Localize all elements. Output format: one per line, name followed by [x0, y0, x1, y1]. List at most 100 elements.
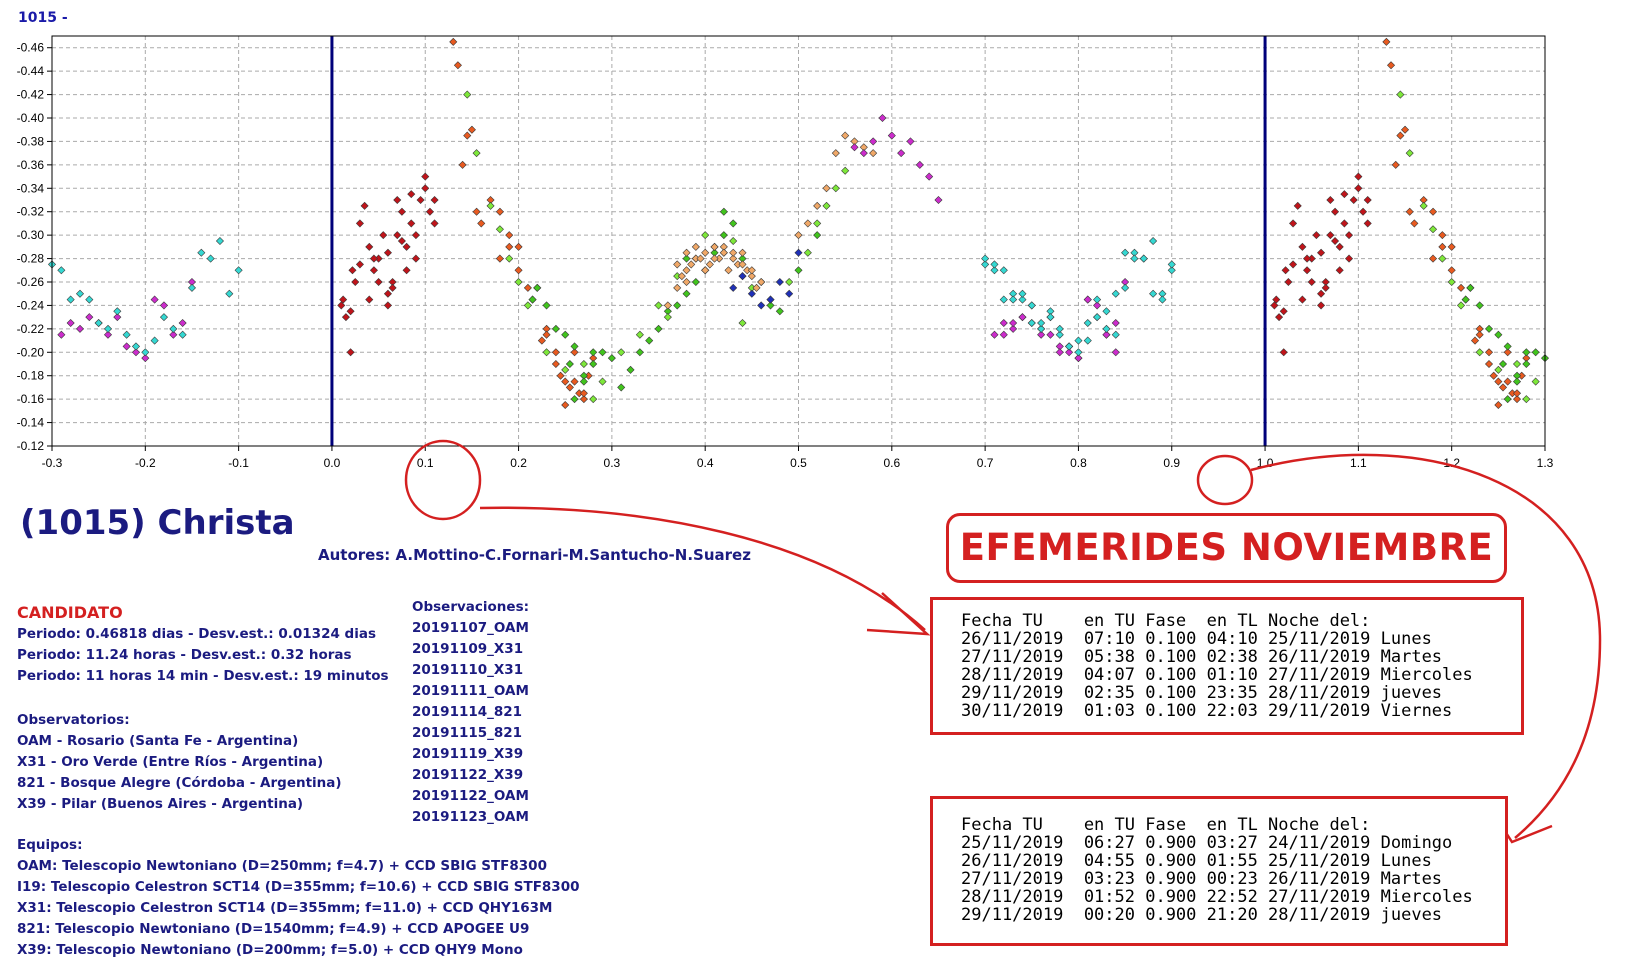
- data-point: [691, 242, 700, 251]
- data-point: [75, 289, 85, 298]
- data-point: [411, 231, 420, 240]
- data-point: [1447, 266, 1456, 275]
- data-point: [813, 201, 822, 210]
- observation-line: 20191123_OAM: [412, 809, 529, 825]
- data-point: [565, 359, 574, 369]
- data-point: [841, 131, 850, 140]
- data-point: [1046, 330, 1055, 339]
- data-point: [407, 190, 416, 199]
- data-point: [383, 248, 392, 257]
- data-point: [579, 395, 588, 404]
- data-point: [738, 260, 747, 269]
- data-point: [565, 383, 574, 392]
- x-tick-label: 0.5: [790, 456, 807, 470]
- data-point: [1055, 324, 1064, 333]
- data-point: [822, 184, 831, 193]
- data-point: [66, 318, 75, 328]
- data-point: [705, 260, 714, 269]
- data-point: [1149, 236, 1158, 246]
- data-point: [1037, 324, 1046, 333]
- arrow-to-ephemeris-1: [479, 506, 926, 631]
- observation-line: 20191110_X31: [412, 662, 524, 678]
- data-point: [1396, 90, 1405, 99]
- data-point: [1027, 301, 1036, 310]
- data-point: [159, 313, 168, 322]
- data-point: [348, 266, 357, 275]
- y-tick-label: -0.34: [17, 181, 45, 195]
- data-point: [859, 149, 868, 158]
- data-point: [813, 231, 822, 240]
- data-point: [645, 336, 654, 345]
- data-point: [397, 236, 406, 246]
- data-point: [523, 301, 532, 310]
- data-point: [1121, 283, 1130, 292]
- data-point: [505, 242, 514, 251]
- data-point: [1522, 359, 1531, 369]
- data-point: [1531, 377, 1540, 386]
- data-point: [416, 195, 425, 205]
- data-point: [421, 172, 430, 181]
- data-point: [1447, 277, 1456, 287]
- data-point: [999, 330, 1008, 339]
- data-point: [869, 149, 878, 158]
- data-point: [1354, 172, 1363, 181]
- data-point: [682, 254, 691, 263]
- data-point: [934, 195, 943, 205]
- data-point: [393, 195, 402, 205]
- data-point: [1158, 295, 1167, 304]
- data-point: [1102, 324, 1111, 333]
- data-point: [85, 295, 94, 304]
- data-point: [1429, 207, 1438, 216]
- period-line: Periodo: 11 horas 14 min - Desv.est.: 19…: [17, 668, 389, 684]
- data-point: [374, 277, 383, 287]
- data-point: [1475, 348, 1484, 357]
- x-tick-label: 0.1: [417, 456, 434, 470]
- data-point: [1298, 295, 1307, 304]
- data-point: [430, 195, 439, 205]
- data-point: [1281, 266, 1290, 275]
- data-point: [1503, 342, 1512, 351]
- asteroid-title: (1015) Christa: [20, 503, 295, 543]
- data-point: [831, 149, 840, 158]
- period-line: Periodo: 0.46818 dias - Desv.est.: 0.013…: [17, 626, 376, 642]
- data-point: [1498, 383, 1508, 392]
- data-point: [1382, 37, 1391, 46]
- data-point: [131, 348, 141, 357]
- observations-heading: Observaciones:: [412, 599, 530, 615]
- data-point: [1363, 195, 1372, 205]
- data-point: [393, 231, 402, 240]
- ephemeris-row: 28/11/2019 04:07 0.100 01:10 27/11/2019 …: [961, 665, 1473, 685]
- data-point: [999, 266, 1008, 275]
- data-point: [467, 125, 476, 134]
- ephemeris-row: 26/11/2019 04:55 0.900 01:55 25/11/2019 …: [961, 851, 1432, 871]
- data-point: [1139, 254, 1148, 263]
- authors-line: Autores: A.Mottino-C.Fornari-M.Santucho-…: [318, 546, 751, 564]
- data-point: [150, 336, 159, 345]
- data-point: [388, 283, 397, 292]
- data-point: [878, 113, 887, 123]
- period-line: Periodo: 11.24 horas - Desv.est.: 0.32 h…: [17, 647, 352, 663]
- data-point: [1503, 395, 1512, 404]
- data-point: [719, 207, 728, 216]
- ephemeris-row: 26/11/2019 07:10 0.100 04:10 25/11/2019 …: [961, 629, 1432, 649]
- data-point: [1074, 348, 1083, 357]
- observation-line: 20191109_X31: [412, 641, 524, 657]
- data-point: [495, 225, 504, 234]
- x-tick-label: 0.3: [604, 456, 621, 470]
- y-tick-label: -0.22: [17, 322, 45, 336]
- data-point: [598, 348, 607, 357]
- data-point: [1149, 289, 1158, 298]
- ephemeris-row: 30/11/2019 01:03 0.100 22:03 29/11/2019 …: [961, 701, 1453, 721]
- data-point: [841, 166, 850, 175]
- data-point: [495, 254, 504, 263]
- data-point: [579, 359, 588, 369]
- x-tick-label: 1.3: [1537, 456, 1554, 470]
- data-point: [360, 201, 369, 210]
- data-point: [1289, 219, 1298, 228]
- equipment-line: X31: Telescopio Celestron SCT14 (D=355mm…: [17, 900, 553, 916]
- data-point: [710, 254, 719, 263]
- data-point: [365, 242, 374, 251]
- y-tick-label: -0.12: [17, 439, 45, 453]
- data-point: [1018, 295, 1027, 304]
